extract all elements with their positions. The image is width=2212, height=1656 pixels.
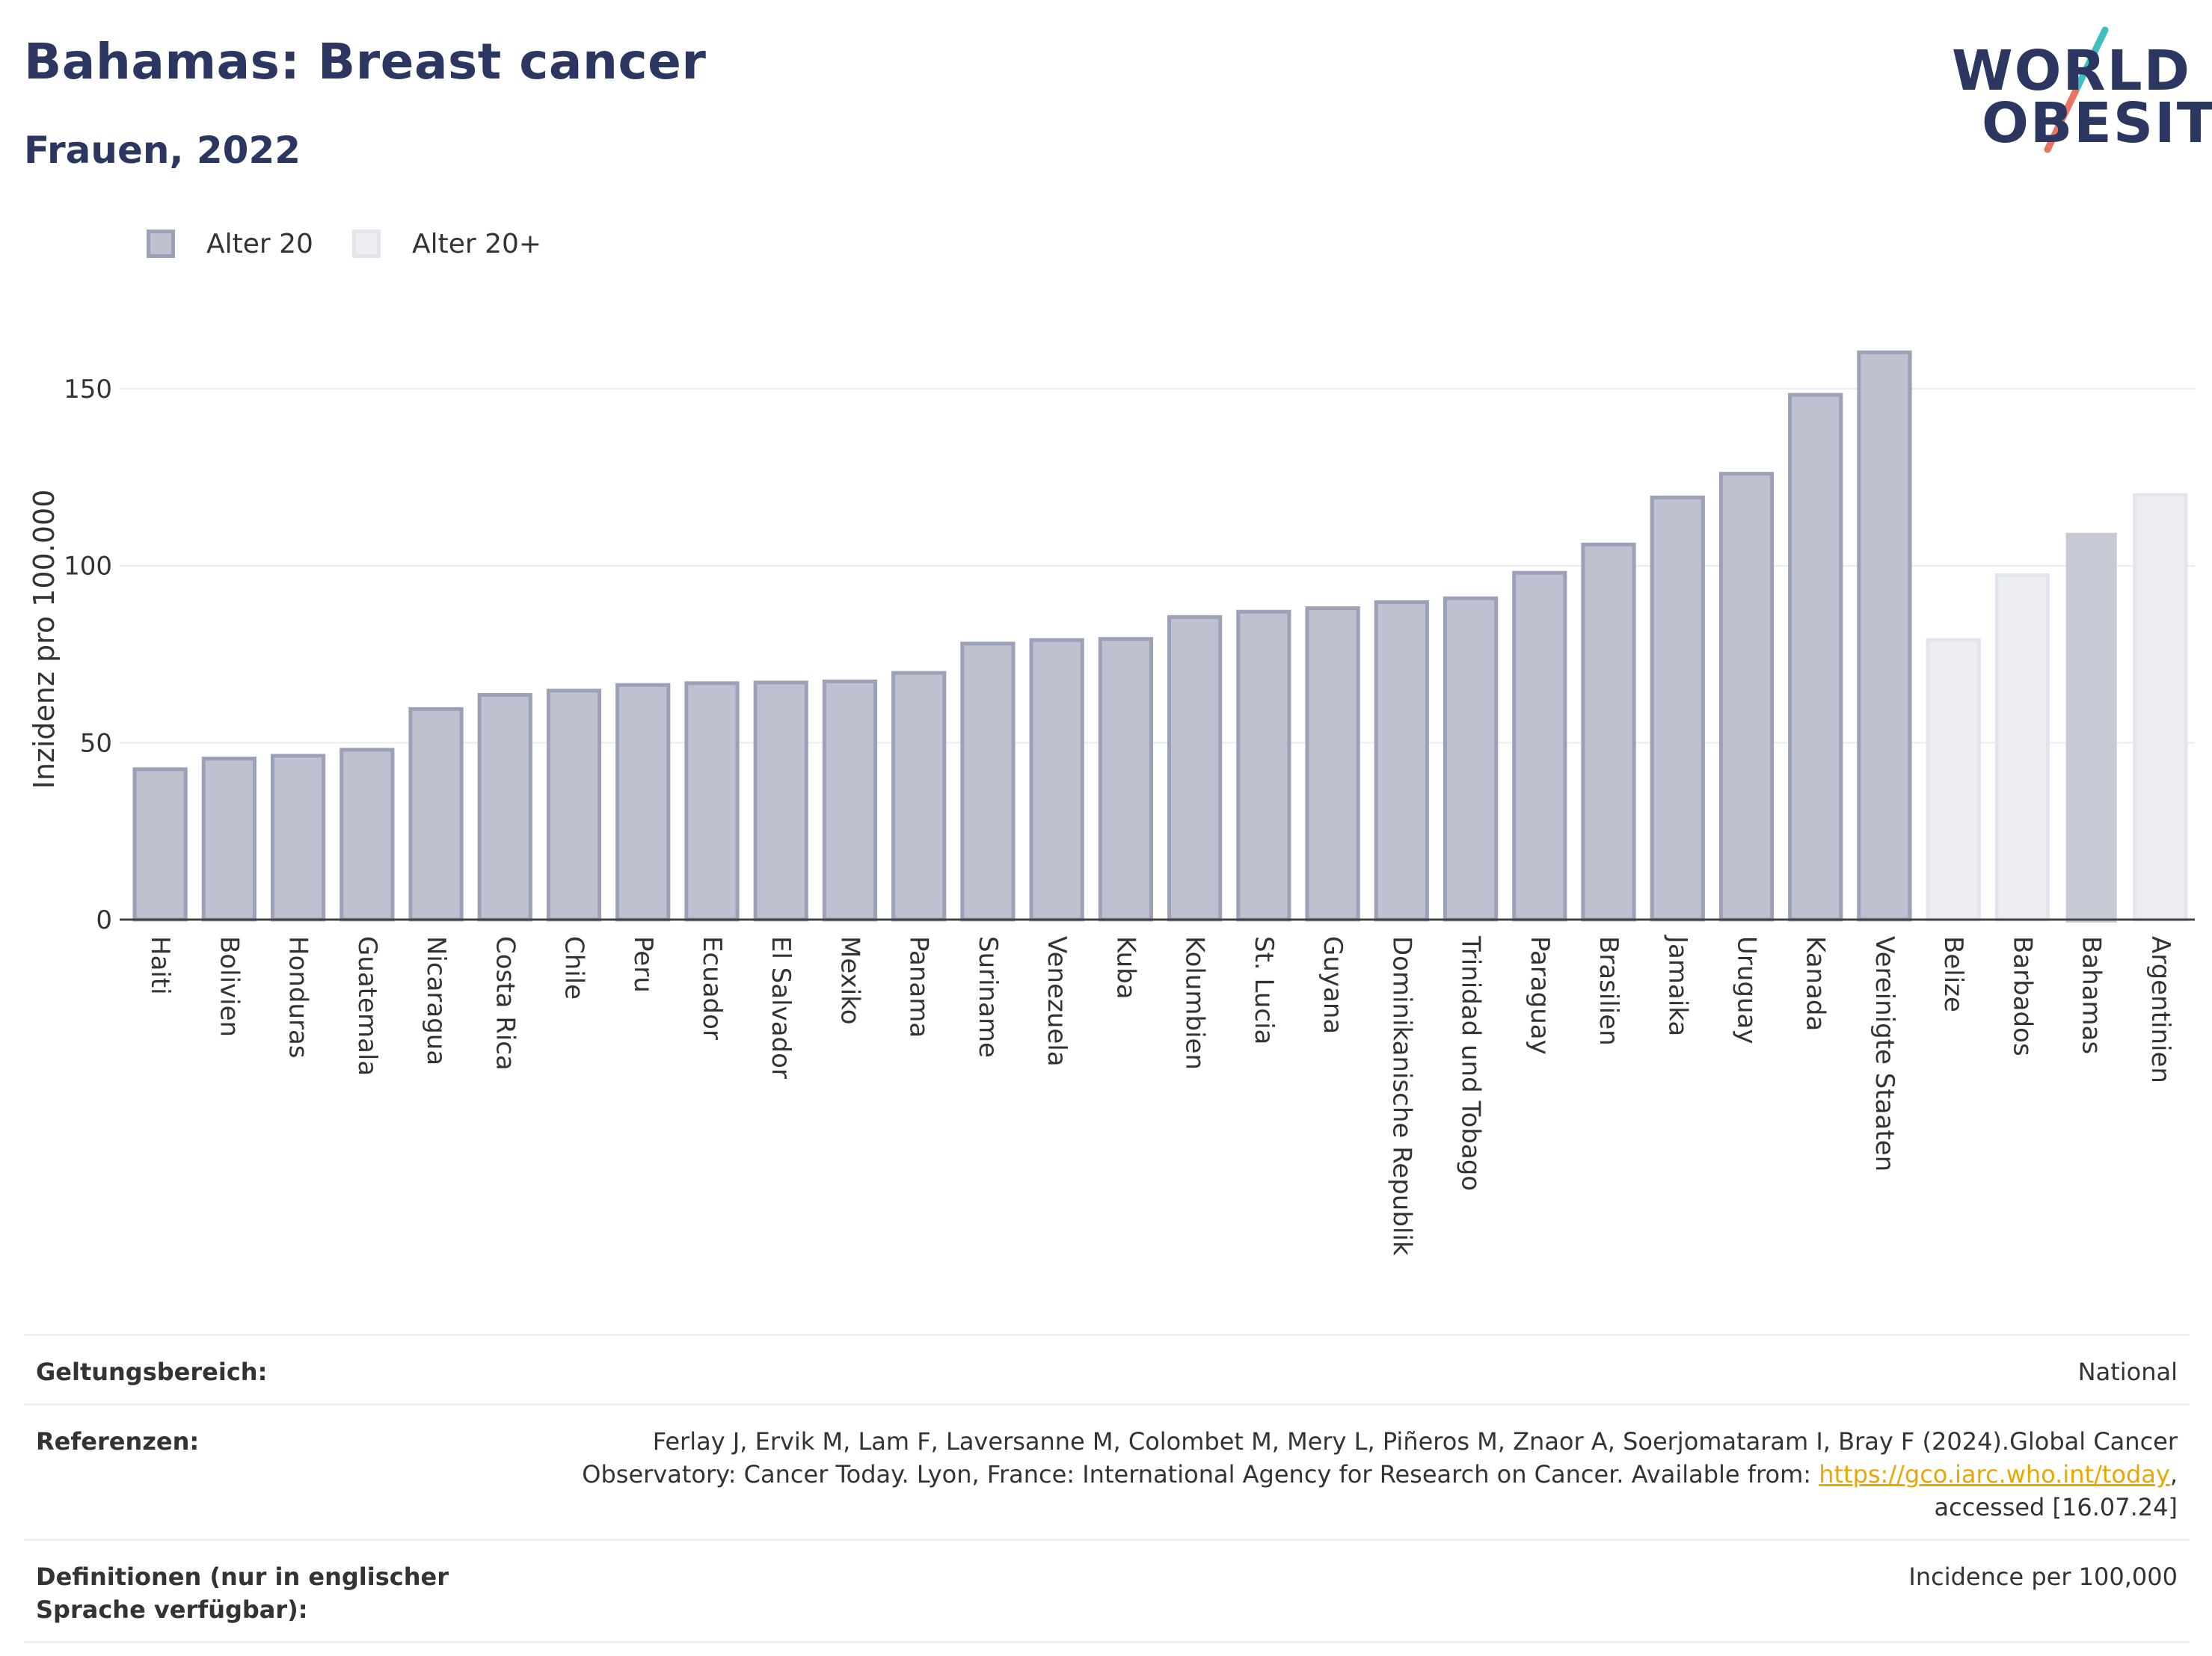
meta-row-scope: Geltungsbereich: National — [24, 1334, 2190, 1403]
x-axis-labels: Haiti Bolivien Honduras Guatemala Nicaragua C… — [145, 935, 2175, 1256]
x-tick-label: Mexiko — [835, 936, 864, 1025]
legend-swatch-age20plus — [351, 230, 381, 258]
x-tick-label: Kanada — [1801, 936, 1831, 1031]
bar-costa-rica[interactable] — [477, 692, 532, 922]
x-tick-label: Bahamas — [2077, 936, 2107, 1054]
chart-legend: Alter 20 Alter 20+ — [147, 221, 580, 266]
world-obesity-logo: WORLD OBESITY — [1952, 21, 2212, 163]
chart-title: Bahamas: Breast cancer — [24, 33, 707, 90]
bar-mexiko[interactable] — [822, 679, 878, 922]
x-tick-label: Uruguay — [1731, 936, 1761, 1044]
bar-bahamas[interactable] — [2065, 532, 2117, 923]
meta-value-definitions: Incidence per 100,000 — [1908, 1563, 2178, 1591]
x-tick-label: Guyana — [1318, 936, 1348, 1034]
x-tick-label: Kuba — [1110, 936, 1140, 1000]
bar-argentinien[interactable] — [2133, 493, 2188, 922]
legend-item-age20[interactable]: Alter 20 — [147, 229, 313, 259]
x-tick-label: Trinidad und Tobago — [1456, 935, 1486, 1191]
x-tick-label: Belize — [1938, 936, 1968, 1012]
bar-nicaragua[interactable] — [408, 707, 464, 922]
x-tick-label: Honduras — [283, 936, 313, 1059]
bar-panama[interactable] — [891, 671, 947, 922]
reference-link[interactable]: https://gco.iarc.who.int/today — [1819, 1460, 2170, 1489]
x-tick-label: Paraguay — [1525, 936, 1555, 1055]
bar-guatemala[interactable] — [340, 748, 395, 922]
logo-slash-icon — [2044, 26, 2109, 153]
bar-st-lucia[interactable] — [1236, 609, 1291, 922]
y-axis-ticks: 0 50 100 150 — [64, 375, 112, 935]
reference-accessed: , accessed [16.07.24] — [1934, 1460, 2178, 1521]
bar-jamaika[interactable] — [1650, 495, 1705, 922]
x-tick-label: Brasilien — [1594, 936, 1623, 1046]
x-tick-label: Dominikanische Republik — [1386, 936, 1416, 1256]
x-tick-label: El Salvador — [766, 936, 796, 1079]
x-tick-label: Panama — [904, 936, 934, 1038]
x-tick-label: Bolivien — [214, 936, 244, 1037]
x-tick-label: Peru — [628, 936, 658, 993]
reference-text: Ferlay J, Ervik M, Lam F, Laversanne M, … — [582, 1427, 2178, 1489]
x-tick-label: Nicaragua — [421, 936, 451, 1065]
chart-subtitle: Frauen, 2022 — [24, 129, 301, 172]
bar-trinidad-und-tobago[interactable] — [1443, 596, 1499, 922]
bar-brasilien[interactable] — [1581, 542, 1636, 922]
bars — [132, 350, 2188, 923]
bar-peru[interactable] — [615, 683, 671, 922]
bar-paraguay[interactable] — [1512, 570, 1567, 922]
x-tick-label: Argentinien — [2145, 936, 2175, 1083]
logo-text-obesity: OBESITY — [1982, 91, 2212, 156]
bar-haiti[interactable] — [132, 767, 188, 922]
grid-lines — [120, 388, 2195, 744]
meta-row-definitions: Definitionen (nur in englischer Sprache … — [24, 1539, 2190, 1643]
x-tick-label: St. Lucia — [1249, 936, 1279, 1044]
bar-vereinigte-staaten[interactable] — [1857, 350, 1912, 922]
y-tick-label: 100 — [64, 552, 112, 582]
y-tick-label: 50 — [80, 728, 112, 758]
meta-key-definitions: Definitionen (nur in englischer Sprache … — [36, 1563, 449, 1624]
bar-el-salvador[interactable] — [753, 680, 808, 922]
x-tick-label: Venezuela — [1042, 936, 1072, 1067]
bar-uruguay[interactable] — [1718, 472, 1775, 922]
y-tick-label: 150 — [64, 375, 112, 404]
bar-suriname[interactable] — [960, 641, 1016, 922]
bar-bolivien[interactable] — [201, 757, 256, 922]
bar-ecuador[interactable] — [684, 681, 740, 922]
legend-swatch-age20 — [147, 230, 175, 258]
bar-guyana[interactable] — [1305, 606, 1360, 922]
bar-honduras[interactable] — [270, 754, 326, 922]
x-tick-label: Kolumbien — [1180, 936, 1210, 1070]
x-tick-label: Chile — [559, 936, 589, 1000]
bar-chart: 0 50 100 150 Inzidenz pro 100.000 Haiti Boli… — [28, 350, 2195, 1256]
y-tick-label: 0 — [96, 905, 112, 935]
logo-text-world: WORLD — [1952, 39, 2192, 103]
legend-label-age20: Alter 20 — [206, 228, 313, 259]
bar-chile[interactable] — [546, 689, 602, 922]
metadata-table: Geltungsbereich: National Referenzen: Fe… — [24, 1334, 2190, 1643]
legend-label-age20plus: Alter 20+ — [411, 228, 542, 259]
bar-kolumbien[interactable] — [1167, 615, 1223, 922]
meta-key-scope: Geltungsbereich: — [36, 1358, 268, 1386]
legend-item-age20plus[interactable]: Alter 20+ — [351, 228, 542, 259]
x-tick-label: Jamaika — [1662, 935, 1692, 1036]
x-tick-label: Haiti — [145, 936, 175, 995]
meta-value-scope: National — [2077, 1358, 2178, 1386]
bar-kanada[interactable] — [1788, 393, 1843, 922]
bar-belize[interactable] — [1926, 638, 1981, 922]
y-axis-title: Inzidenz pro 100.000 — [28, 490, 61, 789]
x-tick-label: Costa Rica — [490, 936, 520, 1071]
bar-venezuela[interactable] — [1029, 638, 1084, 922]
meta-row-references: Referenzen: Ferlay J, Ervik M, Lam F, La… — [24, 1403, 2190, 1539]
x-tick-label: Barbados — [2007, 936, 2037, 1056]
x-tick-label: Vereinigte Staaten — [1870, 936, 1899, 1172]
meta-key-references: Referenzen: — [36, 1427, 200, 1456]
x-tick-label: Suriname — [973, 936, 1003, 1058]
meta-value-references: Ferlay J, Ervik M, Lam F, Laversanne M, … — [559, 1425, 2178, 1524]
x-tick-label: Guatemala — [352, 936, 382, 1076]
bar-dominikanische-republik[interactable] — [1374, 600, 1429, 922]
bar-kuba[interactable] — [1098, 637, 1154, 922]
x-tick-label: Ecuador — [697, 936, 727, 1040]
bar-barbados[interactable] — [1994, 573, 2050, 922]
